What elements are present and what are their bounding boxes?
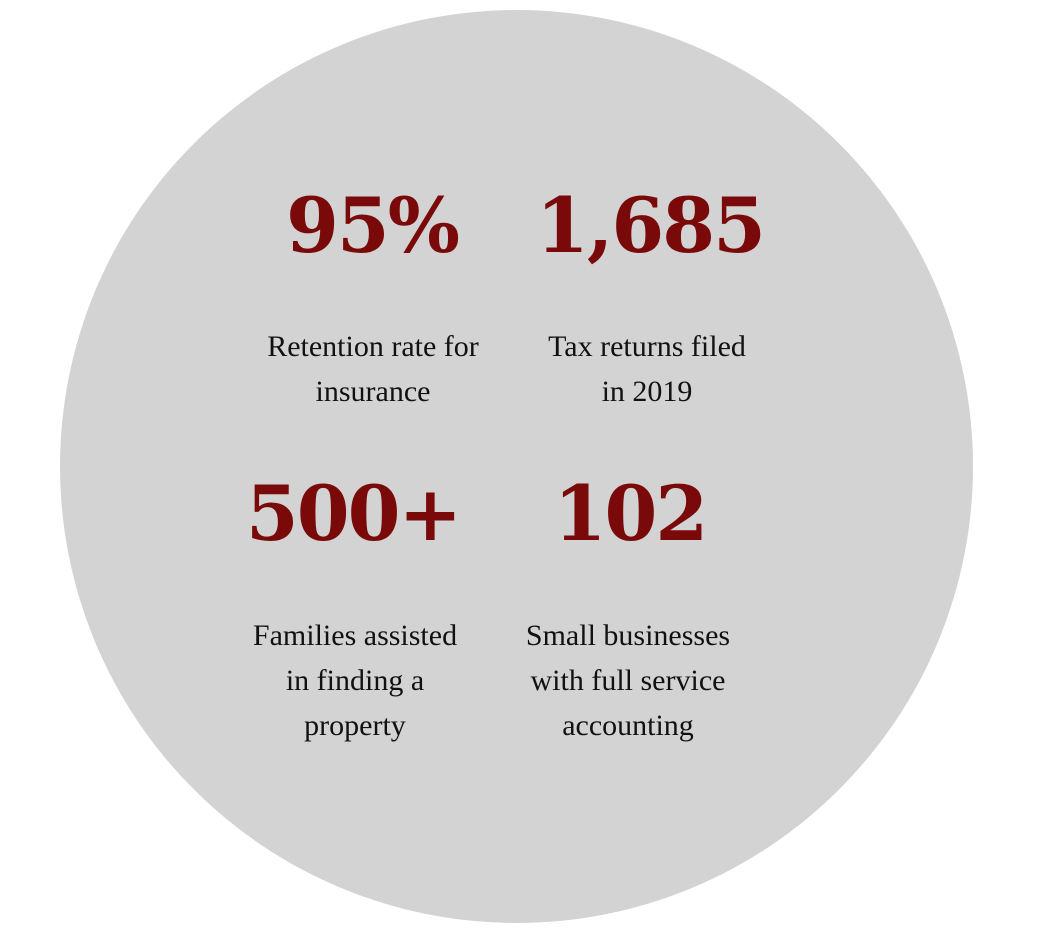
stat-value-families: 500+ <box>245 469 462 558</box>
stat-label-small-businesses: Small businesses with full service accou… <box>525 619 731 742</box>
stat-value-retention: 95% <box>286 181 460 270</box>
stats-circle-background <box>60 10 973 923</box>
stat-label-retention: Retention rate for insurance <box>267 330 479 408</box>
stat-label-tax-returns: Tax returns filed in 2019 <box>548 330 746 408</box>
stat-value-tax-returns: 1,685 <box>536 181 766 270</box>
stat-value-small-businesses: 102 <box>553 469 709 558</box>
stat-label-families: Families assisted in finding a property <box>252 619 458 742</box>
